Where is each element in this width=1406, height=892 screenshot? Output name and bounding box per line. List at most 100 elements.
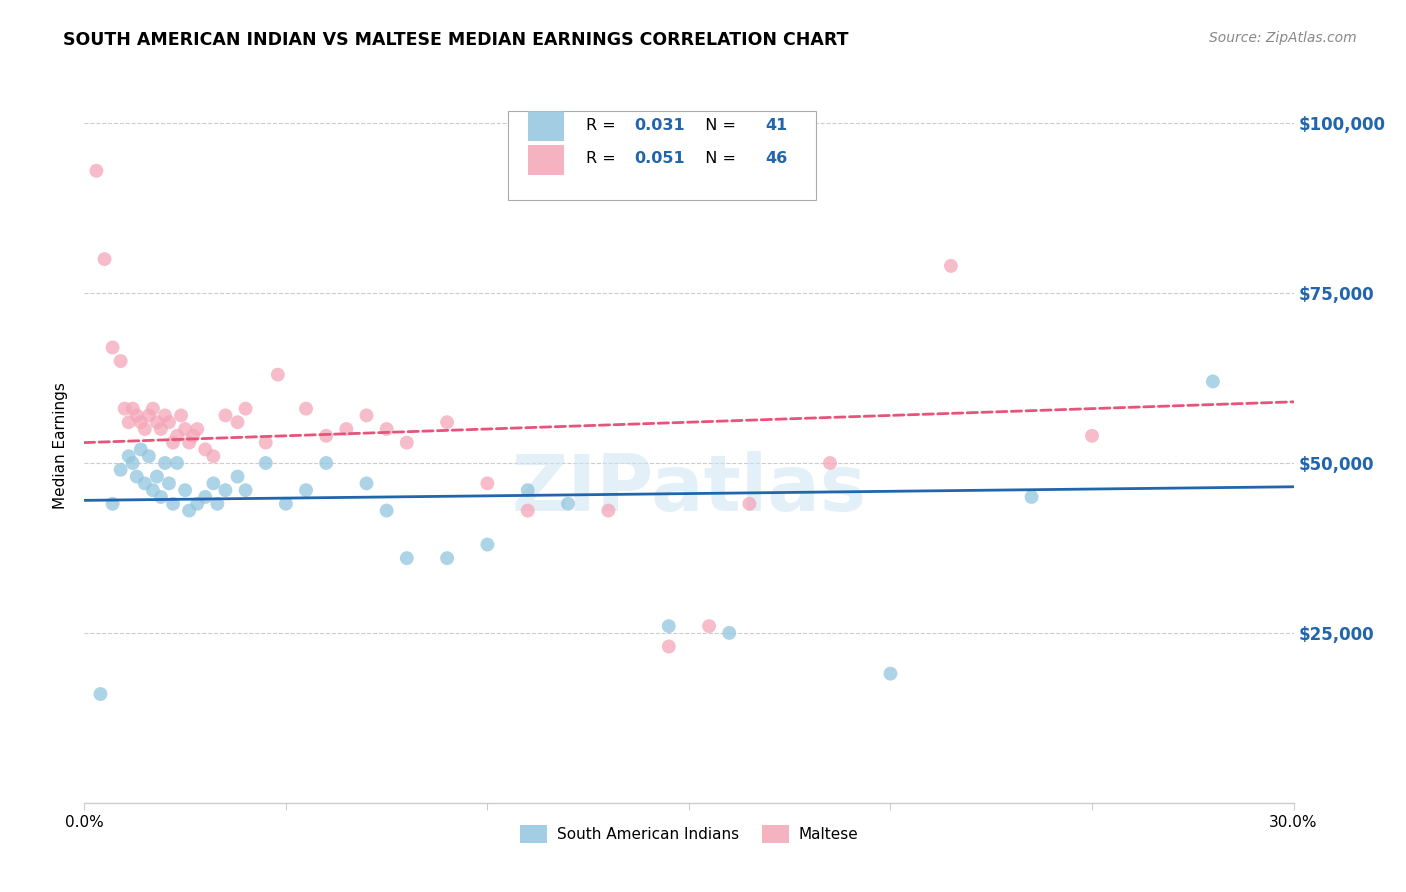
Point — [86, 163, 108, 178]
Point — [436, 415, 458, 429]
Point — [356, 476, 378, 491]
Point — [110, 463, 132, 477]
Point — [121, 456, 143, 470]
Point — [395, 551, 418, 566]
Point — [149, 490, 172, 504]
Text: 46: 46 — [765, 151, 787, 166]
Point — [375, 503, 398, 517]
Y-axis label: Median Earnings: Median Earnings — [53, 383, 69, 509]
Point — [194, 490, 217, 504]
Point — [186, 497, 208, 511]
Point — [879, 666, 901, 681]
Point — [121, 401, 143, 416]
Point — [157, 476, 180, 491]
Point — [658, 619, 681, 633]
Point — [118, 449, 141, 463]
Text: ZIPatlas: ZIPatlas — [512, 450, 866, 527]
Point — [166, 429, 188, 443]
Point — [134, 476, 156, 491]
Text: N =: N = — [695, 151, 741, 166]
Point — [138, 409, 160, 423]
Point — [93, 252, 115, 266]
Point — [1202, 375, 1225, 389]
Point — [110, 354, 132, 368]
Point — [170, 409, 193, 423]
FancyBboxPatch shape — [529, 145, 564, 175]
Point — [157, 415, 180, 429]
Point — [146, 469, 169, 483]
Point — [557, 497, 579, 511]
Point — [179, 503, 201, 517]
Point — [738, 497, 761, 511]
Point — [174, 483, 197, 498]
Point — [162, 435, 184, 450]
Point — [194, 442, 217, 457]
Point — [101, 341, 124, 355]
Point — [718, 626, 741, 640]
Point — [356, 409, 378, 423]
Point — [186, 422, 208, 436]
Point — [335, 422, 357, 436]
Point — [395, 435, 418, 450]
Point — [142, 483, 165, 498]
Point — [254, 456, 277, 470]
Point — [226, 415, 249, 429]
Point — [598, 503, 620, 517]
Point — [295, 401, 318, 416]
Point — [179, 435, 201, 450]
Point — [658, 640, 681, 654]
Point — [315, 456, 337, 470]
Point — [181, 429, 204, 443]
Point — [153, 456, 176, 470]
Point — [818, 456, 841, 470]
Point — [315, 429, 337, 443]
Point — [207, 497, 229, 511]
FancyBboxPatch shape — [508, 111, 815, 200]
Point — [153, 409, 176, 423]
Point — [101, 497, 124, 511]
Point — [375, 422, 398, 436]
Point — [202, 449, 225, 463]
Point — [267, 368, 290, 382]
Point — [166, 456, 188, 470]
Point — [129, 442, 152, 457]
Point — [235, 483, 257, 498]
Legend: South American Indians, Maltese: South American Indians, Maltese — [513, 819, 865, 848]
Text: SOUTH AMERICAN INDIAN VS MALTESE MEDIAN EARNINGS CORRELATION CHART: SOUTH AMERICAN INDIAN VS MALTESE MEDIAN … — [63, 31, 849, 49]
Point — [118, 415, 141, 429]
Point — [295, 483, 318, 498]
Point — [125, 469, 148, 483]
Text: 0.031: 0.031 — [634, 118, 685, 133]
Point — [516, 503, 538, 517]
Text: 41: 41 — [765, 118, 787, 133]
Point — [162, 497, 184, 511]
Point — [134, 422, 156, 436]
Point — [939, 259, 962, 273]
Text: 0.051: 0.051 — [634, 151, 685, 166]
Point — [516, 483, 538, 498]
Point — [436, 551, 458, 566]
Point — [226, 469, 249, 483]
Point — [114, 401, 136, 416]
Point — [89, 687, 111, 701]
Point — [174, 422, 197, 436]
Point — [214, 483, 236, 498]
Point — [1081, 429, 1104, 443]
FancyBboxPatch shape — [529, 112, 564, 141]
Point — [235, 401, 257, 416]
Text: R =: R = — [586, 118, 621, 133]
Point — [202, 476, 225, 491]
Text: N =: N = — [695, 118, 741, 133]
Point — [146, 415, 169, 429]
Point — [697, 619, 720, 633]
Point — [214, 409, 236, 423]
Point — [142, 401, 165, 416]
Point — [125, 409, 148, 423]
Text: Source: ZipAtlas.com: Source: ZipAtlas.com — [1209, 31, 1357, 45]
Point — [477, 476, 499, 491]
Point — [129, 415, 152, 429]
Text: R =: R = — [586, 151, 621, 166]
Point — [149, 422, 172, 436]
Point — [274, 497, 297, 511]
Point — [1021, 490, 1043, 504]
